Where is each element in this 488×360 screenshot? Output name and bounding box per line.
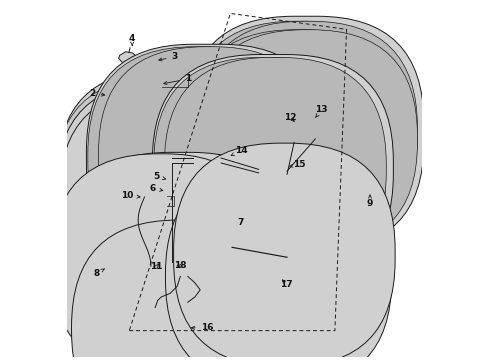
Text: 11: 11 — [150, 262, 163, 271]
FancyBboxPatch shape — [197, 30, 417, 249]
FancyBboxPatch shape — [153, 57, 375, 279]
Ellipse shape — [163, 180, 167, 184]
Ellipse shape — [148, 57, 159, 62]
FancyBboxPatch shape — [104, 96, 112, 100]
Text: 12: 12 — [284, 113, 296, 122]
FancyBboxPatch shape — [188, 21, 408, 241]
FancyBboxPatch shape — [55, 77, 273, 293]
FancyBboxPatch shape — [140, 83, 147, 88]
FancyBboxPatch shape — [52, 154, 270, 360]
FancyBboxPatch shape — [188, 30, 408, 249]
Ellipse shape — [106, 260, 110, 264]
Circle shape — [174, 261, 186, 274]
FancyBboxPatch shape — [60, 89, 281, 312]
Text: 14: 14 — [231, 147, 247, 156]
FancyBboxPatch shape — [164, 57, 386, 279]
Ellipse shape — [159, 261, 163, 264]
Text: 8: 8 — [93, 269, 104, 278]
Text: 16: 16 — [191, 323, 213, 332]
FancyBboxPatch shape — [88, 47, 309, 269]
Ellipse shape — [167, 198, 173, 203]
FancyBboxPatch shape — [173, 143, 394, 360]
FancyBboxPatch shape — [165, 167, 391, 360]
Text: 18: 18 — [173, 261, 186, 270]
FancyBboxPatch shape — [63, 152, 297, 360]
Text: 5: 5 — [153, 172, 165, 181]
FancyBboxPatch shape — [98, 47, 320, 269]
FancyBboxPatch shape — [365, 185, 374, 197]
FancyBboxPatch shape — [152, 54, 392, 281]
FancyBboxPatch shape — [57, 70, 277, 289]
Ellipse shape — [119, 95, 126, 99]
FancyBboxPatch shape — [103, 259, 113, 269]
Text: 13: 13 — [315, 105, 327, 117]
FancyBboxPatch shape — [197, 21, 417, 241]
Text: 2: 2 — [89, 89, 104, 98]
Text: 15: 15 — [289, 160, 305, 169]
Text: 10: 10 — [121, 192, 140, 201]
Text: 4: 4 — [129, 34, 135, 46]
Text: 17: 17 — [280, 280, 292, 289]
Text: 9: 9 — [366, 195, 372, 207]
Text: 1: 1 — [163, 75, 190, 85]
FancyBboxPatch shape — [57, 82, 275, 300]
FancyBboxPatch shape — [107, 93, 118, 98]
Ellipse shape — [164, 191, 167, 193]
FancyBboxPatch shape — [187, 16, 423, 249]
Text: 7: 7 — [237, 218, 244, 227]
Text: 3: 3 — [159, 52, 178, 61]
Polygon shape — [135, 83, 163, 92]
FancyBboxPatch shape — [71, 220, 296, 360]
Polygon shape — [119, 52, 136, 64]
Polygon shape — [167, 47, 332, 302]
Text: 6: 6 — [149, 184, 163, 193]
FancyBboxPatch shape — [86, 44, 327, 270]
